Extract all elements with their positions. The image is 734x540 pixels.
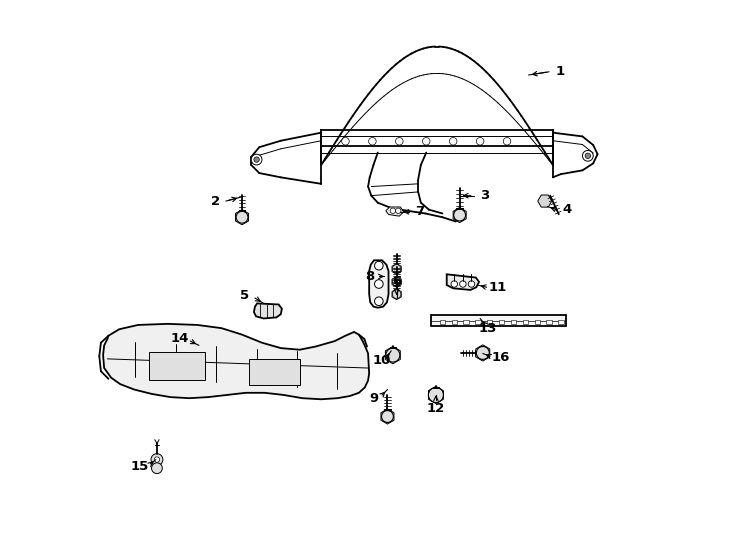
Circle shape [468, 281, 475, 287]
Circle shape [423, 138, 430, 145]
Bar [451, 320, 457, 325]
Polygon shape [392, 289, 401, 300]
Polygon shape [447, 274, 479, 290]
Circle shape [390, 208, 396, 213]
Text: 6: 6 [392, 275, 401, 288]
Polygon shape [369, 260, 388, 308]
Bar [523, 320, 528, 325]
Bar [558, 320, 564, 325]
Circle shape [583, 151, 593, 161]
Circle shape [251, 154, 262, 165]
Bar [546, 320, 552, 325]
Text: 5: 5 [239, 289, 249, 302]
Bar [487, 320, 493, 325]
Polygon shape [392, 276, 401, 287]
Text: 12: 12 [426, 402, 445, 415]
Text: 3: 3 [480, 189, 489, 202]
Circle shape [449, 138, 457, 145]
Circle shape [374, 297, 383, 306]
Bar [534, 320, 540, 325]
Circle shape [154, 457, 159, 462]
Circle shape [368, 138, 376, 145]
Bar [431, 315, 567, 326]
Circle shape [585, 153, 591, 159]
Text: 13: 13 [479, 322, 498, 335]
Polygon shape [236, 210, 249, 225]
Circle shape [151, 454, 163, 465]
Text: 15: 15 [131, 460, 149, 473]
Polygon shape [476, 345, 490, 361]
Text: 16: 16 [491, 351, 510, 364]
Text: 9: 9 [369, 392, 378, 404]
Polygon shape [453, 207, 466, 222]
Bar [475, 320, 481, 325]
Circle shape [374, 280, 383, 288]
Polygon shape [254, 303, 282, 319]
Polygon shape [386, 207, 404, 216]
Circle shape [374, 261, 383, 270]
Bar [499, 320, 504, 325]
Text: 14: 14 [170, 333, 189, 346]
Bar [463, 320, 469, 325]
Bar [149, 352, 206, 380]
Polygon shape [538, 195, 552, 207]
Circle shape [396, 208, 401, 213]
Polygon shape [381, 409, 394, 424]
Bar [249, 360, 299, 385]
Circle shape [254, 157, 259, 163]
Bar [511, 320, 516, 325]
Text: 10: 10 [373, 354, 391, 367]
Text: 2: 2 [211, 194, 219, 207]
Polygon shape [429, 386, 443, 403]
Circle shape [451, 281, 457, 287]
Polygon shape [392, 264, 401, 274]
Circle shape [459, 281, 466, 287]
Bar [440, 320, 445, 325]
Circle shape [342, 138, 349, 145]
Circle shape [476, 138, 484, 145]
Text: 1: 1 [555, 65, 564, 78]
Text: 7: 7 [415, 205, 424, 218]
Polygon shape [385, 347, 400, 364]
Circle shape [504, 138, 511, 145]
Text: 8: 8 [366, 270, 375, 283]
Polygon shape [103, 324, 369, 399]
Circle shape [396, 138, 403, 145]
Text: 4: 4 [563, 203, 572, 216]
Circle shape [151, 463, 162, 474]
Text: 11: 11 [488, 281, 506, 294]
